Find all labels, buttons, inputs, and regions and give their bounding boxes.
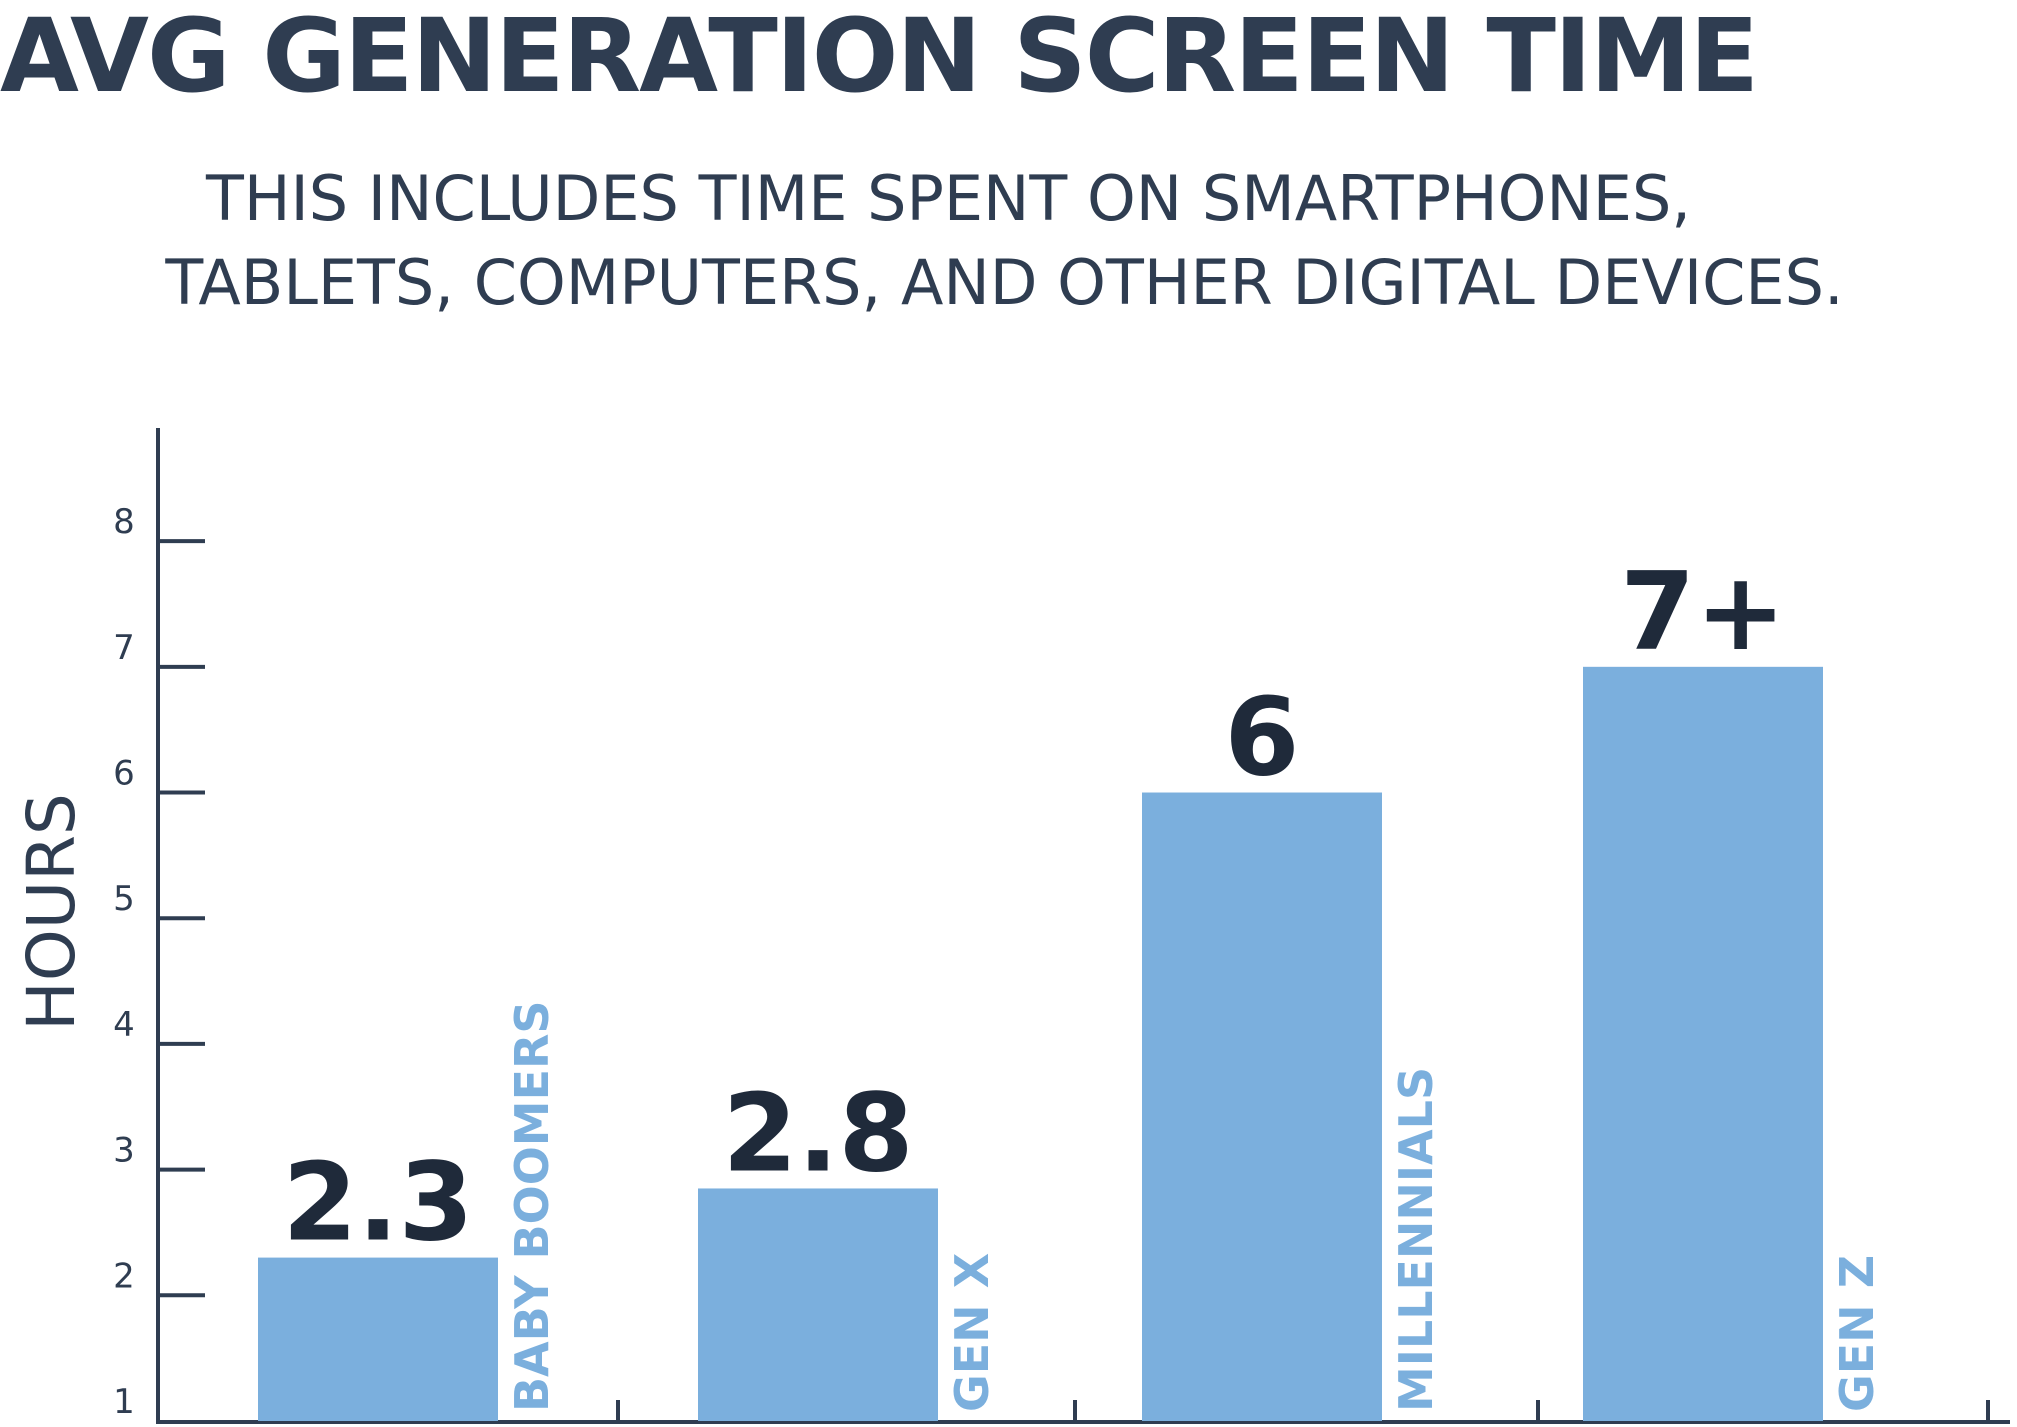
category-label: GEN X [945, 1253, 999, 1412]
data-label: 2.3 [282, 1141, 473, 1266]
data-label: 2.8 [722, 1071, 913, 1196]
y-tick-label: 6 [113, 754, 135, 794]
bar-baby-boomers [258, 1257, 498, 1421]
chart-axes [156, 428, 2010, 1424]
chart-title: AVG GENERATION SCREEN TIME [0, 0, 1759, 116]
bar-gen-z [1583, 666, 1823, 1421]
y-axis-label: HOURS [13, 793, 90, 1031]
y-tick-label: 3 [113, 1131, 135, 1171]
y-tick-label: 4 [113, 1005, 135, 1045]
y-tick-label: 1 [113, 1382, 135, 1422]
data-labels: 2.3 2.8 6 7+ [282, 550, 1785, 1266]
bar-gen-x [698, 1188, 938, 1421]
category-labels: BABY BOOMERS GEN X MILLENNIALS GEN Z [505, 1000, 1884, 1412]
y-tick-label: 5 [113, 879, 135, 919]
chart-subtitle-line-1: THIS INCLUDES TIME SPENT ON SMARTPHONES, [205, 162, 1692, 235]
y-axis-ticks: 1 2 3 4 5 6 7 8 [113, 502, 205, 1422]
category-label: GEN Z [1830, 1255, 1884, 1412]
y-tick-label: 2 [113, 1256, 135, 1296]
y-tick-label: 7 [113, 628, 135, 668]
data-label: 7+ [1620, 550, 1786, 675]
bar-millennials [1142, 792, 1382, 1421]
y-tick-label: 8 [113, 502, 135, 542]
data-label: 6 [1224, 676, 1299, 801]
bars [258, 666, 1823, 1421]
category-label: MILLENNIALS [1389, 1067, 1443, 1412]
category-label: BABY BOOMERS [505, 1000, 559, 1412]
chart-subtitle-line-2: TABLETS, COMPUTERS, AND OTHER DIGITAL DE… [165, 246, 1844, 319]
